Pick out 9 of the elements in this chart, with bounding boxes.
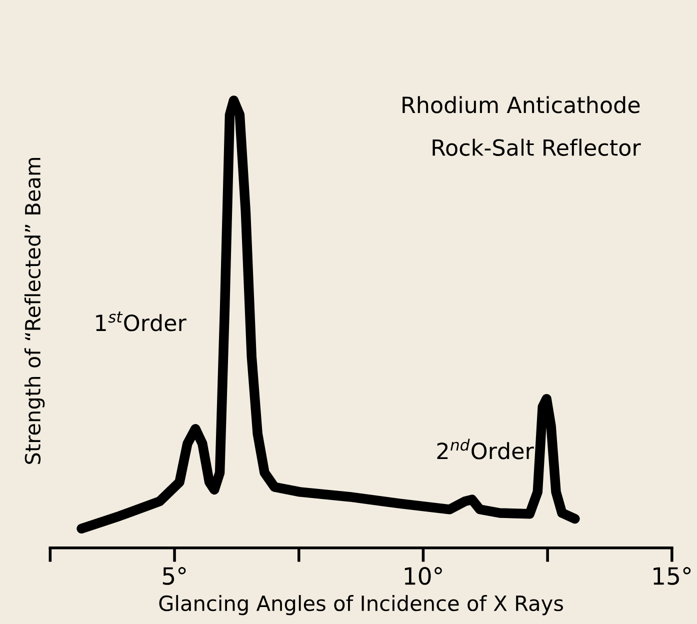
x-axis-title: Glancing Angles of Incidence of X Rays — [159, 595, 563, 616]
x-tick-label: 15° — [654, 567, 691, 585]
y-axis-title: Strength of “Reflected” Beam — [24, 158, 45, 464]
annotation: 1$^{st}$Order — [96, 312, 186, 332]
x-tick-label: 5° — [162, 567, 186, 585]
annotation: Rhodium Anticathode — [402, 96, 640, 114]
x-tick-label: 10° — [404, 567, 442, 585]
annotation: 2$^{nd}$Order — [437, 438, 534, 460]
annotation: Rock-Salt Reflector — [432, 138, 641, 156]
